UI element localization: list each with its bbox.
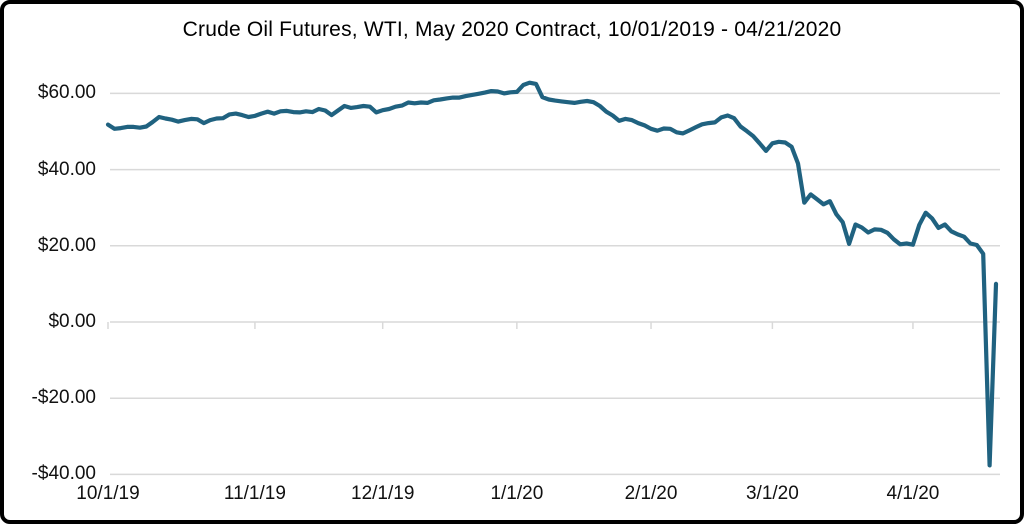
x-axis-label: 4/1/20 [886,483,940,504]
x-axis-label: 2/1/20 [624,483,678,504]
y-axis-label: $40.00 [37,158,96,180]
y-axis-label: $0.00 [48,311,96,332]
y-axis-label: $60.00 [37,82,96,104]
x-axis-label: 10/1/19 [76,483,140,504]
price-line [105,80,999,468]
x-axis-label: 3/1/20 [745,483,799,504]
chart-title: Crude Oil Futures, WTI, May 2020 Contrac… [182,18,842,41]
y-axis-label: $20.00 [37,234,96,256]
x-axis-label: 1/1/20 [490,483,544,504]
x-axis-label: 12/1/19 [351,483,415,504]
plot-area [105,80,1000,476]
y-axis-label: -$40.00 [31,463,96,485]
y-axis-label: -$20.00 [31,387,96,409]
x-axis-label: 11/1/19 [223,483,286,504]
